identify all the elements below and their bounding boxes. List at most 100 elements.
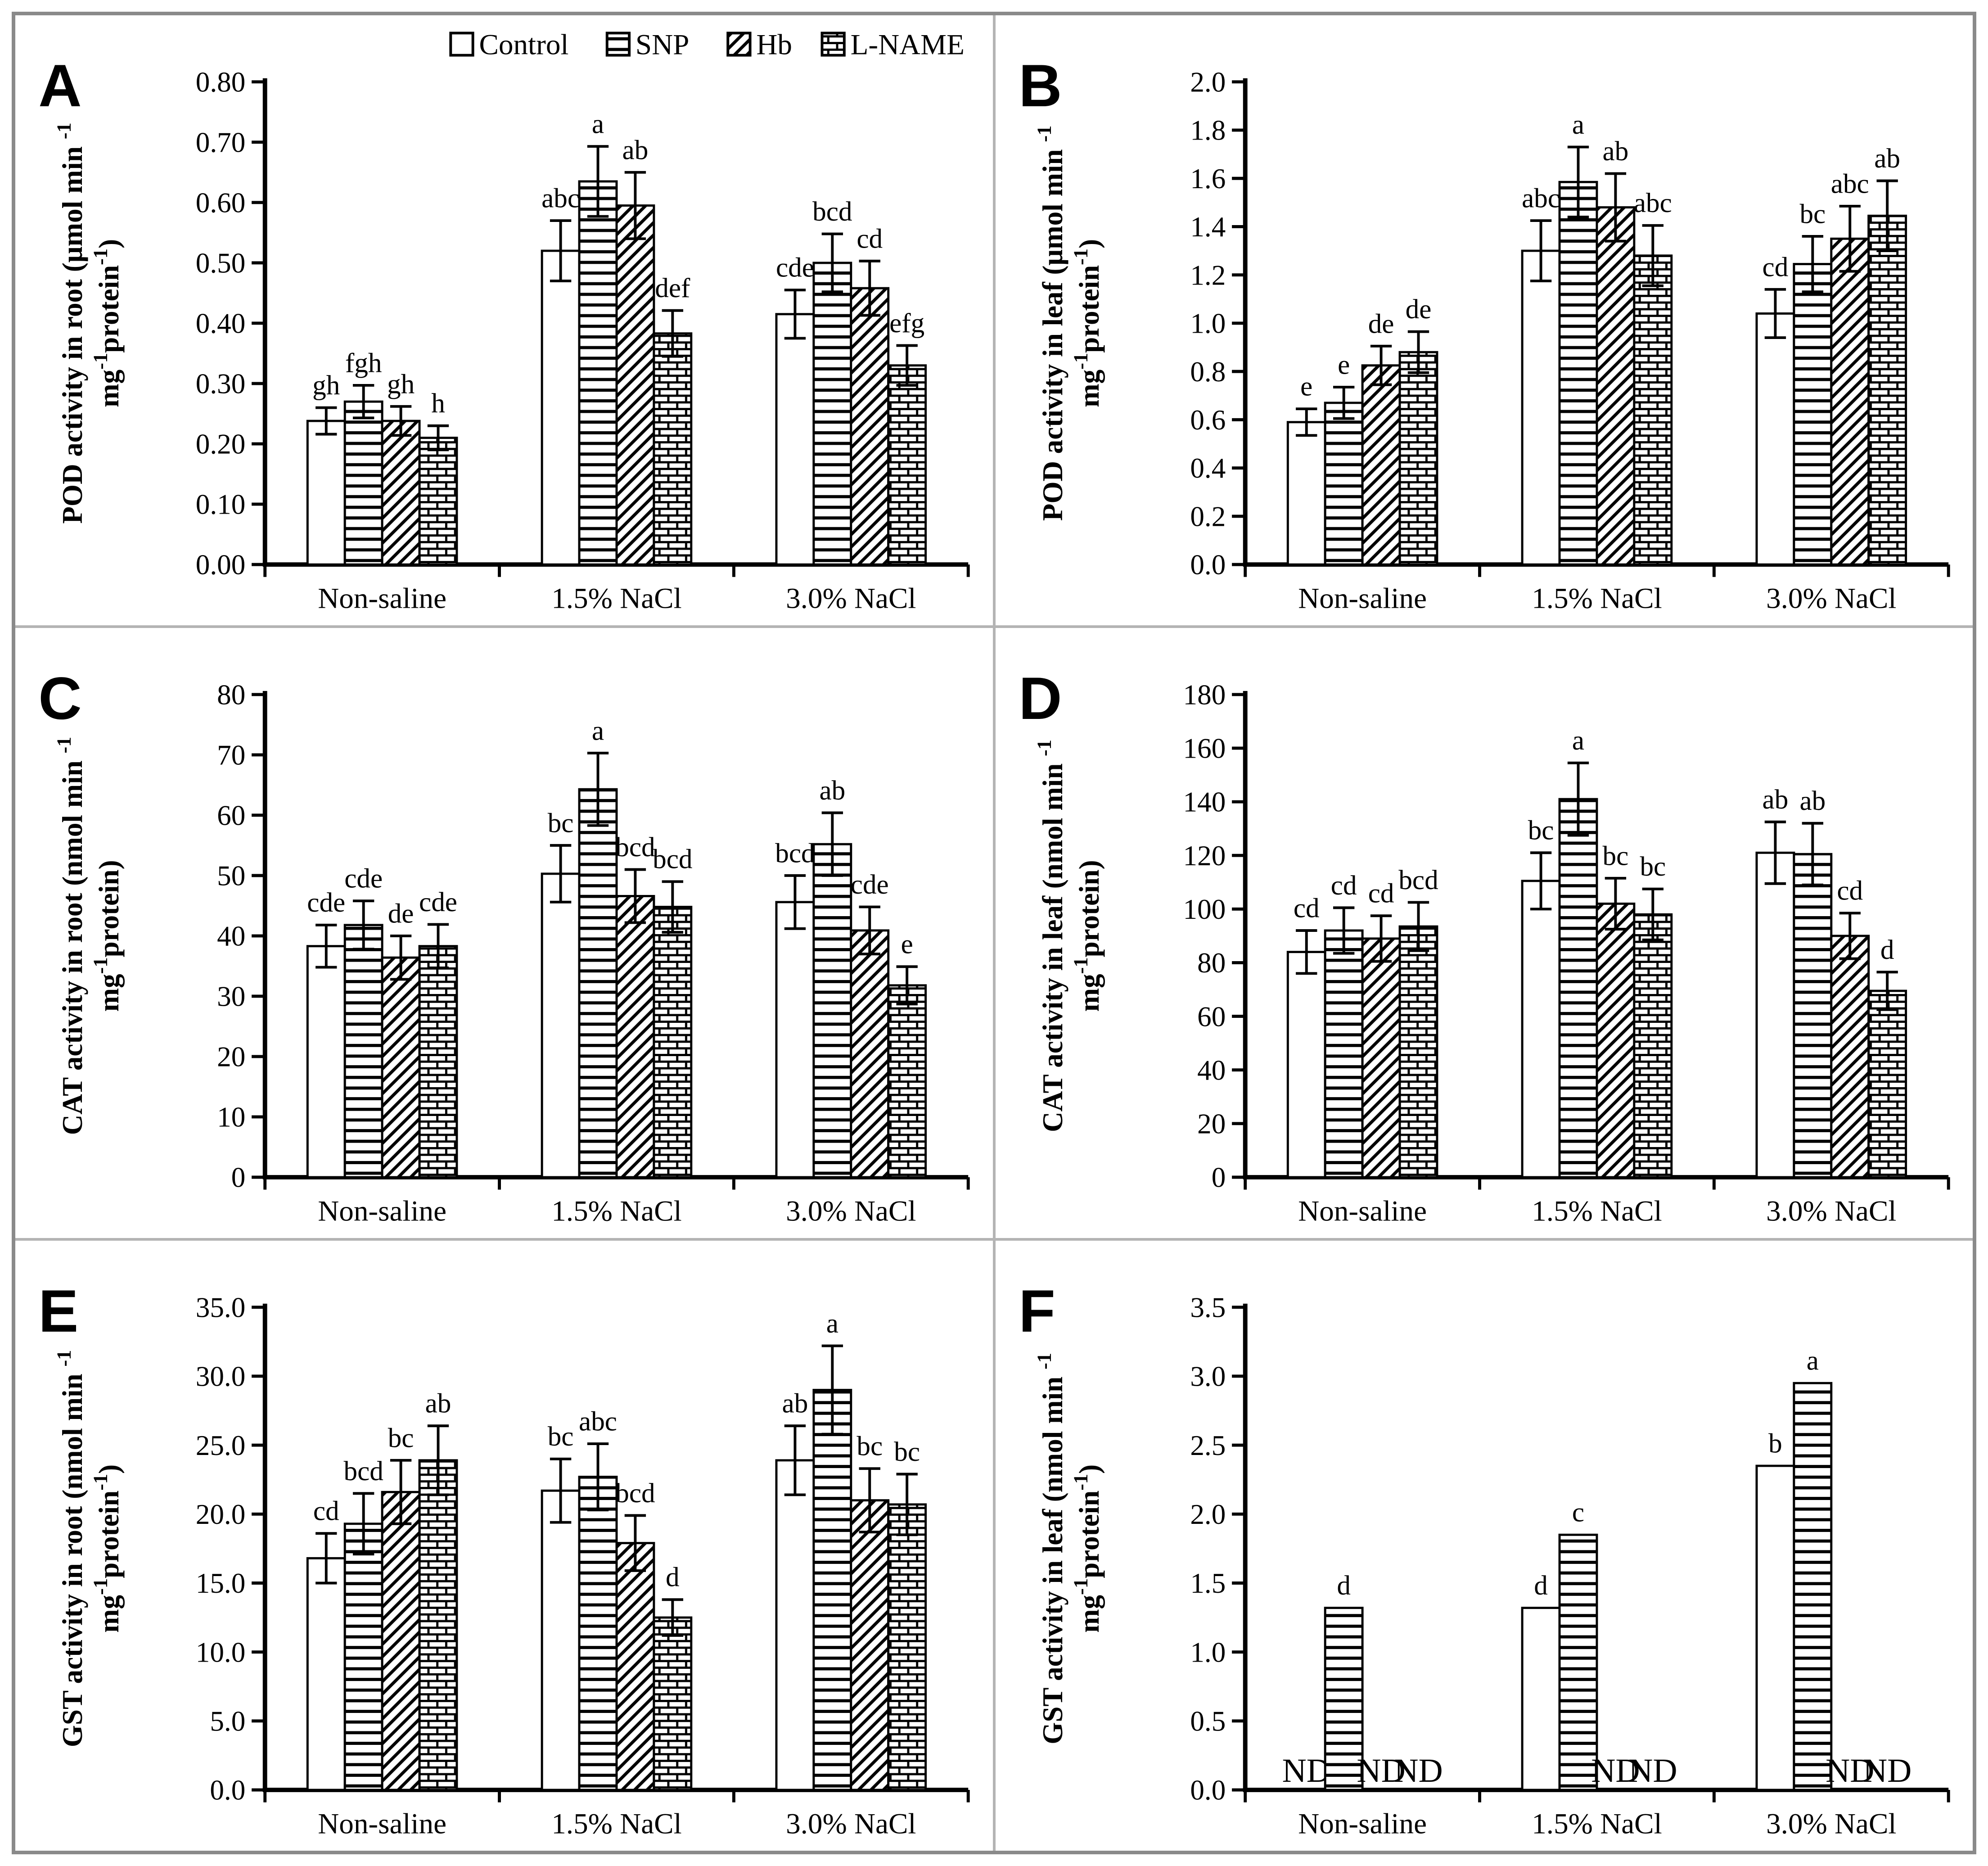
- axes: 0.0 0.2 0.4 0.6 0.8 1.0 1.2 1.4 1.6 1.8 2.0 Non-sal…: [1190, 67, 1950, 615]
- x-category-label: 3.0% NaCl: [786, 1195, 916, 1228]
- nd-label: ND: [1282, 1752, 1330, 1789]
- x-category-label: 3.0% NaCl: [1766, 1195, 1896, 1228]
- x-category-label: 1.5% NaCl: [1532, 583, 1662, 615]
- bar-Hb: [1361, 937, 1401, 1179]
- x-category-label: Non-saline: [1298, 583, 1427, 615]
- bar-Control: [1755, 312, 1795, 566]
- significance-letter: abc: [1830, 169, 1869, 199]
- y-axis-title: CAT activity in root (nmol min -1mg-1pro…: [52, 737, 125, 1135]
- bar-Hb: [615, 204, 655, 566]
- svg-text:mg-1protein): mg-1protein): [1069, 860, 1105, 1012]
- significance-letter: cde: [344, 864, 383, 894]
- bar-Hb: [1595, 902, 1635, 1179]
- svg-text:mg-1protein): mg-1protein): [89, 860, 125, 1012]
- significance-letter: gh: [387, 369, 415, 399]
- bar-L-NAME: [887, 984, 927, 1179]
- y-tick-label: 10: [217, 1102, 245, 1133]
- significance-letter: cd: [313, 1496, 339, 1527]
- y-axis-title: POD activity in leaf (μmol min -1mg-1pro…: [1032, 126, 1105, 521]
- y-tick-label: 0.0: [1190, 549, 1226, 581]
- svg-text:CAT activity in leaf (nmol min: CAT activity in leaf (nmol min -1: [1032, 740, 1068, 1132]
- y-tick-label: 0: [1211, 1162, 1226, 1193]
- y-axis-title: GST activity in root (nmol min -1mg-1pro…: [52, 1350, 125, 1747]
- y-tick-label: 0.80: [196, 67, 246, 98]
- chart-panel-F: F GST activity in leaf (nmol min -1mg-1pr…: [1019, 1278, 1950, 1840]
- significance-letter: bc: [548, 808, 574, 838]
- bar-SNP: [1324, 402, 1364, 566]
- bar-Hb: [850, 929, 890, 1179]
- bar-SNP: [812, 843, 852, 1179]
- x-category-label: 1.5% NaCl: [1532, 1808, 1662, 1840]
- bar-L-NAME: [1867, 214, 1907, 566]
- y-axis-title: POD activity in root (μmol min -1mg-1pro…: [52, 122, 125, 524]
- legend-swatch-Hb: [726, 32, 752, 57]
- panel-letter: B: [1019, 52, 1062, 119]
- bar-Hb: [381, 420, 421, 566]
- y-tick-label: 3.5: [1190, 1292, 1226, 1324]
- y-tick-label: 0.30: [196, 368, 246, 400]
- bar-L-NAME: [418, 437, 458, 566]
- bar-SNP: [1558, 798, 1598, 1179]
- x-category-label: Non-saline: [318, 583, 446, 615]
- panel-C: C CAT activity in root (nmol min -1 mg-1pr…: [15, 628, 993, 1238]
- bar-SNP: [578, 1476, 618, 1791]
- nd-label: ND: [1826, 1752, 1874, 1789]
- y-tick-label: 2.5: [1190, 1430, 1226, 1461]
- bar-Hb: [1830, 935, 1870, 1179]
- significance-letter: ab: [425, 1389, 451, 1419]
- significance-letter: bcd: [812, 197, 852, 227]
- y-tick-label: 0.6: [1190, 404, 1226, 436]
- bar-SNP: [812, 262, 852, 566]
- legend: Control SNP Hb L-NAME: [449, 29, 965, 61]
- figure-frame: A POD activity in root (μmol min -1 mg-1pr…: [12, 12, 1976, 1854]
- significance-letter: de: [1368, 309, 1394, 339]
- significance-letter: a: [592, 716, 604, 746]
- y-tick-label: 0.40: [196, 308, 246, 339]
- y-tick-label: 2.0: [1190, 1499, 1226, 1530]
- x-category-label: 3.0% NaCl: [1766, 1808, 1896, 1840]
- y-tick-label: 1.0: [1190, 1636, 1226, 1668]
- y-tick-label: 0.50: [196, 248, 246, 279]
- bar-SNP: [1324, 1607, 1364, 1791]
- legend-label: Control: [479, 29, 568, 61]
- significance-letter: ab: [1602, 136, 1628, 167]
- significance-letter: de: [1405, 294, 1431, 325]
- y-tick-label: 0.5: [1190, 1706, 1226, 1737]
- bar-Control: [306, 1557, 346, 1791]
- significance-letter: cd: [1368, 879, 1394, 909]
- panel-A: A POD activity in root (μmol min -1 mg-1pr…: [15, 15, 993, 625]
- bar-Control: [775, 1459, 815, 1791]
- x-category-label: Non-saline: [318, 1808, 446, 1840]
- bar-L-NAME: [653, 1616, 693, 1791]
- significance-letter: ab: [1799, 786, 1826, 816]
- bar-Hb: [1361, 364, 1401, 566]
- x-category-label: Non-saline: [1298, 1808, 1427, 1840]
- significance-letter: gh: [312, 370, 340, 401]
- x-category-label: 3.0% NaCl: [786, 583, 916, 615]
- y-tick-label: 2.0: [1190, 67, 1226, 98]
- y-tick-label: 1.0: [1190, 308, 1226, 339]
- svg-text:GST activity in leaf (nmol min: GST activity in leaf (nmol min -1: [1032, 1353, 1068, 1744]
- bar-Control: [1755, 851, 1795, 1179]
- significance-letter: bcd: [775, 838, 815, 868]
- significance-letter: fgh: [345, 348, 382, 378]
- bar-Hb: [381, 1491, 421, 1791]
- significance-letter: ab: [819, 776, 845, 806]
- y-axis-title: GST activity in leaf (nmol min -1mg-1pro…: [1032, 1353, 1105, 1744]
- y-tick-label: 10.0: [196, 1636, 246, 1668]
- significance-letter: a: [826, 1309, 838, 1339]
- significance-letter: bc: [857, 1432, 883, 1462]
- axes: 0.00 0.10 0.20 0.30 0.40 0.50 0.60 0.70 0.80 Non-…: [196, 67, 970, 615]
- bar-SNP: [1324, 929, 1364, 1179]
- significance-letter: cd: [1837, 876, 1863, 906]
- bar-Hb: [1830, 237, 1870, 566]
- significance-letter: e: [901, 930, 913, 960]
- bar-Control: [775, 313, 815, 566]
- bar-SNP: [343, 924, 383, 1179]
- y-tick-label: 0.00: [196, 549, 246, 581]
